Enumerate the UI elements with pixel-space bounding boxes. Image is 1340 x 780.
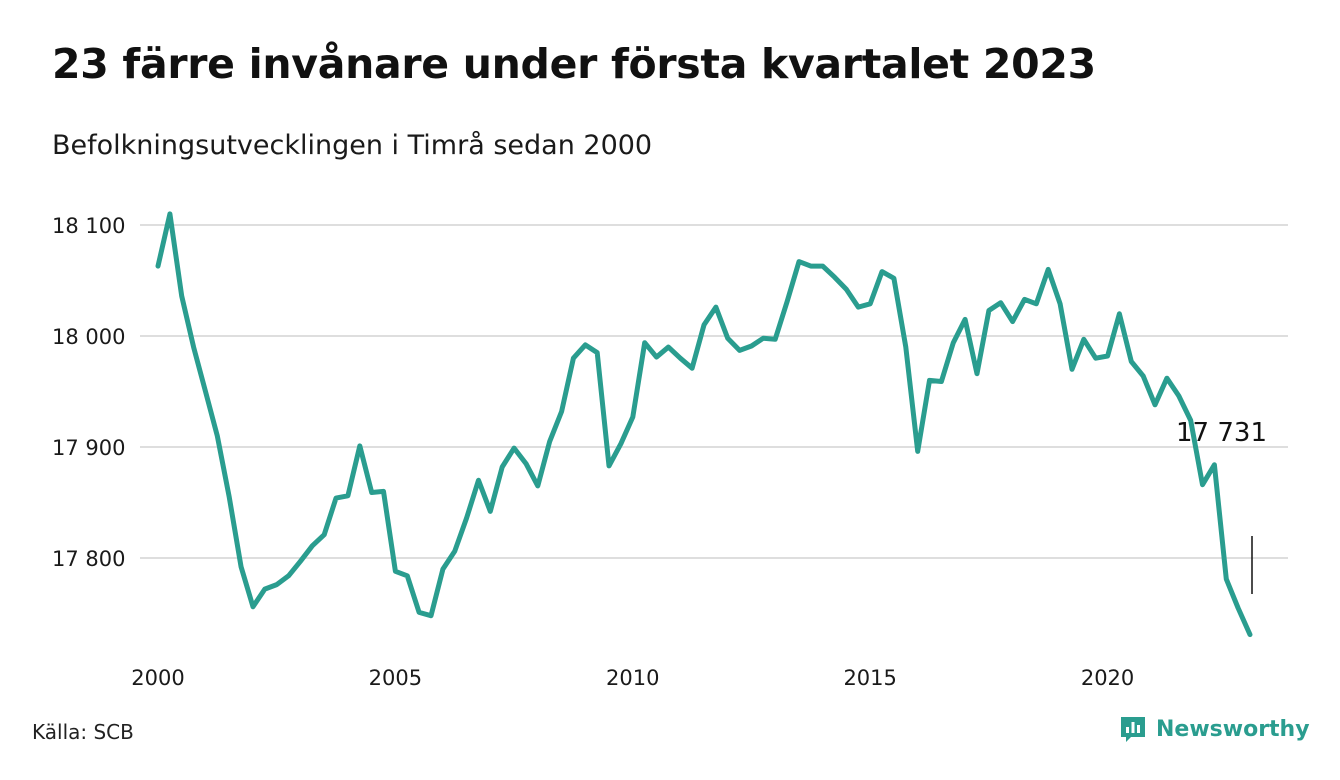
y-tick-label: 18 000 bbox=[52, 325, 125, 349]
grid-lines bbox=[140, 224, 1288, 559]
y-axis-ticks: 17 800 17 900 18 000 18 100 bbox=[52, 214, 125, 571]
x-axis-ticks: 2000 2005 2010 2015 2020 bbox=[131, 666, 1134, 690]
y-tick-label: 17 800 bbox=[52, 547, 125, 571]
bar-chart-bubble-icon bbox=[1121, 717, 1145, 742]
x-tick-label: 2005 bbox=[369, 666, 422, 690]
last-value-label: 17 731 bbox=[1176, 418, 1267, 448]
brand-name: Newsworthy bbox=[1156, 716, 1310, 742]
x-tick-label: 2010 bbox=[606, 666, 659, 690]
chart-title: 23 färre invånare under första kvartalet… bbox=[52, 40, 1096, 88]
series-layer bbox=[155, 211, 1253, 638]
brand-logo[interactable]: Newsworthy bbox=[1118, 714, 1310, 744]
y-tick-label: 18 100 bbox=[52, 214, 125, 238]
source-note: Källa: SCB bbox=[32, 720, 134, 744]
y-tick-label: 17 900 bbox=[52, 436, 125, 460]
annotation-layer: 17 731 bbox=[1176, 418, 1267, 594]
series-line bbox=[155, 211, 1253, 638]
x-tick-label: 2015 bbox=[843, 666, 896, 690]
x-tick-label: 2000 bbox=[131, 666, 184, 690]
chart-subtitle: Befolkningsutvecklingen i Timrå sedan 20… bbox=[52, 130, 653, 161]
x-tick-label: 2020 bbox=[1081, 666, 1134, 690]
line-chart: 17 800 17 900 18 000 18 100 2000 2005 2010 201… bbox=[52, 211, 1288, 690]
